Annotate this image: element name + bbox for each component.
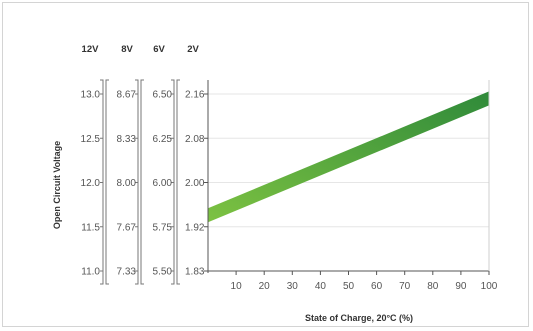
- y-tick-label: 5.50: [153, 267, 173, 278]
- x-tick-label: 30: [287, 281, 299, 292]
- column-bracket: [105, 79, 109, 285]
- y-tick-label: 2.00: [185, 178, 205, 189]
- x-axis-title: State of Charge, 20°C (%): [305, 313, 413, 323]
- y-tick-label: 7.33: [117, 267, 137, 278]
- x-tick-label: 40: [315, 281, 327, 292]
- y-tick-label: 12.0: [81, 178, 101, 189]
- y-tick-label: 5.75: [153, 222, 173, 233]
- column-bracket: [176, 79, 180, 285]
- y-tick-label: 8.33: [117, 134, 137, 145]
- y-tick-label: 1.83: [185, 267, 205, 278]
- x-tick-label: 50: [343, 281, 355, 292]
- x-tick-label: 60: [371, 281, 383, 292]
- column-header-2v: 2V: [187, 44, 199, 55]
- y-tick-label: 1.92: [185, 222, 205, 233]
- x-tick-label: 90: [455, 281, 467, 292]
- y-tick-label: 12.5: [81, 134, 101, 145]
- y-tick-label: 11.5: [81, 222, 100, 233]
- y-tick-label: 7.67: [117, 222, 137, 233]
- y-tick-label: 2.08: [185, 134, 205, 145]
- y-tick-label: 6.50: [153, 90, 173, 101]
- y-tick-label: 6.00: [153, 178, 173, 189]
- y-axis-title: Open Circuit Voltage: [52, 141, 62, 229]
- y-tick-label: 8.67: [117, 90, 137, 101]
- column-header-6v: 6V: [153, 44, 165, 55]
- y-tick-label: 13.0: [81, 90, 101, 101]
- series-band: [208, 91, 489, 223]
- y-tick-label: 8.00: [117, 178, 137, 189]
- chart-frame: [2, 2, 529, 327]
- column-header-8v: 8V: [121, 44, 133, 55]
- column-bracket: [140, 79, 144, 285]
- column-header-12v: 12V: [82, 44, 100, 55]
- x-tick-label: 80: [427, 281, 439, 292]
- x-tick-label: 70: [399, 281, 411, 292]
- y-tick-label: 2.16: [185, 90, 205, 101]
- y-tick-label: 11.0: [81, 267, 100, 278]
- x-tick-label: 100: [481, 281, 498, 292]
- x-tick-label: 20: [259, 281, 271, 292]
- y-tick-label: 6.25: [153, 134, 173, 145]
- x-tick-label: 10: [231, 281, 243, 292]
